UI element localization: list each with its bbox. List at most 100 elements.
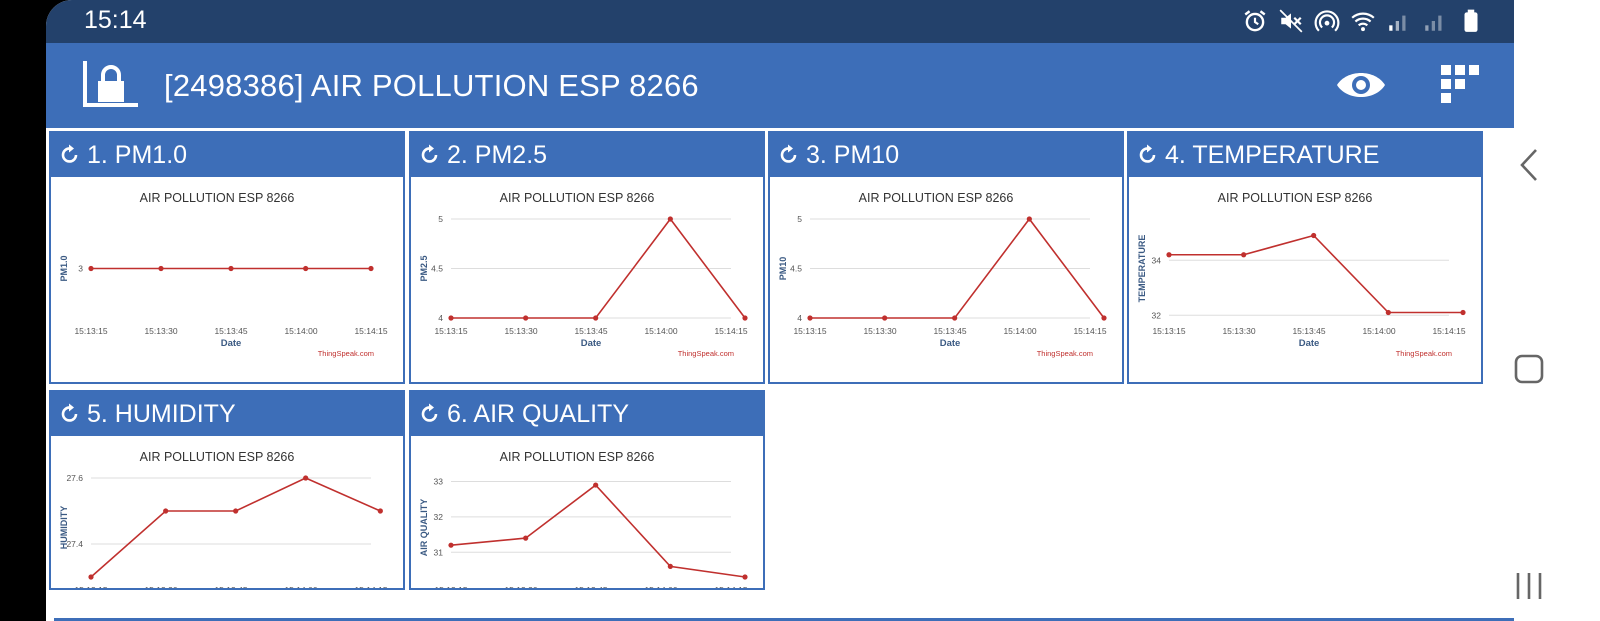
card-title: 1. PM1.0 — [87, 140, 188, 169]
x-tick-label: 15:13:30 — [863, 326, 896, 336]
chart-card-temperature: 4. TEMPERATURE AIR POLLUTION ESP 8266 32 3… — [1127, 131, 1483, 384]
card-title: 4. TEMPERATURE — [1165, 140, 1380, 169]
thingspeak-credit: ThingSpeak.com — [1037, 349, 1093, 358]
x-tick-label: 15:13:45 — [574, 326, 607, 336]
x-tick-label: 15:13:30 — [144, 585, 177, 590]
x-tick-label: 15:13:45 — [1292, 326, 1325, 336]
refresh-icon[interactable] — [59, 403, 81, 425]
data-point — [448, 315, 454, 321]
grid-icon[interactable] — [1441, 65, 1483, 107]
data-point — [88, 265, 94, 272]
battery-icon — [1464, 9, 1478, 32]
x-tick-label: 15:13:15 — [793, 326, 826, 336]
card-header: 4. TEMPERATURE — [1129, 133, 1481, 177]
data-point — [1460, 309, 1466, 316]
x-tick-label: 15:13:15 — [434, 585, 467, 590]
mute-icon — [1279, 9, 1303, 33]
recents-icon[interactable] — [1514, 571, 1544, 601]
y-tick-label: 32 — [434, 512, 444, 522]
data-point — [667, 216, 673, 222]
app-screen: 15:14 [2498386] AIR POLLUTION ESP 8266 — [46, 0, 1514, 621]
line-chart: AIR POLLUTION ESP 8266 31 32 33 15:13:15 15:1… — [419, 450, 748, 590]
x-tick-label: 15:13:15 — [434, 326, 467, 336]
y-axis-label: PM10 — [778, 257, 788, 281]
y-axis-label: HUMIDITY — [59, 506, 69, 550]
data-point — [742, 574, 748, 580]
data-point — [303, 265, 309, 272]
line-chart: AIR POLLUTION ESP 8266 4 4.5 5 15:13:15 15:13… — [778, 191, 1107, 358]
back-icon[interactable] — [1514, 148, 1544, 182]
eye-icon[interactable] — [1335, 65, 1387, 105]
card-header: 1. PM1.0 — [51, 133, 403, 177]
data-point — [448, 542, 454, 548]
data-point — [163, 508, 169, 514]
card-header: 5. HUMIDITY — [51, 392, 403, 436]
chart-title: AIR POLLUTION ESP 8266 — [1218, 191, 1373, 205]
thingspeak-credit: ThingSpeak.com — [678, 349, 734, 358]
y-tick-label: 27.6 — [66, 473, 83, 483]
x-tick-label: 15:14:00 — [1362, 326, 1395, 336]
chart-card-pm10: 3. PM10 AIR POLLUTION ESP 8266 4 4.5 5 15:13… — [768, 131, 1124, 384]
data-point — [233, 508, 239, 514]
status-icons — [1242, 8, 1484, 34]
x-axis-label: Date — [940, 338, 961, 349]
x-tick-label: 15:13:45 — [214, 326, 247, 336]
y-tick-label: 34 — [1152, 255, 1162, 265]
card-title: 6. AIR QUALITY — [447, 399, 630, 428]
x-axis-label: Date — [581, 338, 602, 349]
y-axis-label: TEMPERATURE — [1137, 235, 1147, 303]
y-axis-label: AIR QUALITY — [419, 499, 429, 557]
x-tick-label: 15:14:15 — [354, 585, 387, 590]
hotspot-icon — [1314, 10, 1340, 32]
data-point — [807, 315, 813, 321]
x-tick-label: 15:14:15 — [714, 585, 747, 590]
refresh-icon[interactable] — [419, 144, 441, 166]
refresh-icon[interactable] — [419, 403, 441, 425]
y-tick-label: 27.4 — [66, 539, 83, 549]
data-point — [593, 482, 599, 488]
data-point — [158, 265, 164, 272]
bottom-divider — [54, 618, 1514, 621]
line-chart: AIR POLLUTION ESP 8266 3 15:13:15 15:13:30 1… — [59, 191, 388, 358]
lock-icon — [83, 61, 138, 107]
x-tick-label: 15:13:15 — [1152, 326, 1185, 336]
data-point — [1385, 309, 1391, 316]
line-chart: AIR POLLUTION ESP 8266 4 4.5 5 15:13:15 15:13… — [419, 191, 748, 358]
y-tick-label: 32 — [1152, 310, 1162, 320]
chart-title: AIR POLLUTION ESP 8266 — [500, 191, 655, 205]
signal-icon — [1425, 15, 1442, 31]
y-axis-label: PM1.0 — [59, 255, 69, 281]
data-point — [1166, 252, 1172, 258]
card-header: 6. AIR QUALITY — [411, 392, 763, 436]
chart-title: AIR POLLUTION ESP 8266 — [500, 450, 655, 464]
y-axis-label: PM2.5 — [419, 255, 429, 281]
thingspeak-credit: ThingSpeak.com — [1396, 349, 1452, 358]
y-tick-label: 3 — [78, 264, 83, 274]
data-point — [228, 265, 234, 272]
x-tick-label: 15:13:45 — [214, 585, 247, 590]
card-title: 3. PM10 — [806, 140, 900, 169]
wifi-icon — [1351, 12, 1375, 32]
signal-icon — [1389, 15, 1406, 31]
data-point — [303, 475, 309, 481]
data-point — [523, 535, 529, 541]
x-axis-label: Date — [1299, 338, 1320, 349]
data-point — [882, 315, 888, 321]
data-point — [667, 563, 673, 569]
home-icon[interactable] — [1514, 354, 1544, 384]
chart-card-air-quality: 6. AIR QUALITY AIR POLLUTION ESP 8266 31 3… — [409, 390, 765, 590]
refresh-icon[interactable] — [59, 144, 81, 166]
y-tick-label: 4.5 — [431, 264, 443, 274]
thingspeak-credit: ThingSpeak.com — [318, 349, 374, 358]
alarm-icon — [1244, 10, 1266, 32]
navigation-bar — [1514, 0, 1600, 621]
series-line — [450, 483, 746, 578]
x-tick-label: 15:14:00 — [1003, 326, 1036, 336]
data-point — [593, 315, 599, 321]
refresh-icon[interactable] — [1137, 144, 1159, 166]
x-tick-label: 15:13:30 — [504, 585, 537, 590]
refresh-icon[interactable] — [778, 144, 800, 166]
x-tick-label: 15:14:15 — [1432, 326, 1465, 336]
chart-title: AIR POLLUTION ESP 8266 — [140, 191, 295, 205]
data-point — [1241, 252, 1247, 258]
